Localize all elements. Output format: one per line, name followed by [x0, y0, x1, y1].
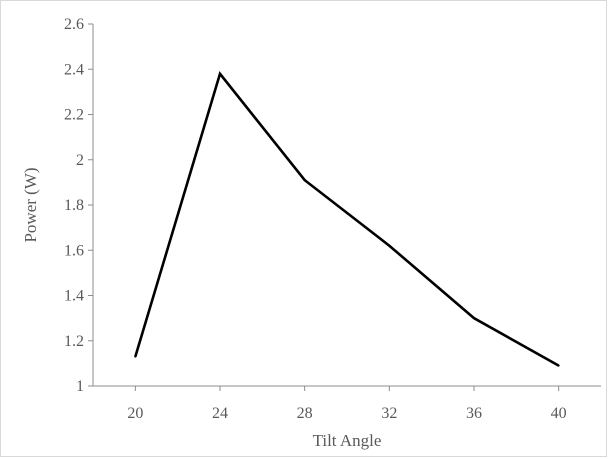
data-point	[134, 355, 137, 358]
y-tick-label: 2.6	[64, 16, 84, 33]
x-tick-label: 28	[297, 405, 313, 422]
y-axis-ticks: 1 1.2 1.4 1.6 1.8 2 2.2 2.4 2.6	[64, 16, 93, 395]
x-axis-title: Tilt Angle	[313, 431, 382, 450]
series-line-0	[134, 71, 560, 367]
series-layer	[134, 71, 560, 367]
data-point	[557, 364, 560, 367]
y-tick-label: 1.8	[64, 197, 84, 214]
x-tick-label: 40	[551, 405, 567, 422]
data-point	[473, 317, 475, 320]
y-axis-title: Power (W)	[21, 167, 40, 242]
x-tick-label: 32	[381, 405, 397, 422]
data-point	[219, 72, 221, 75]
data-point	[303, 179, 306, 182]
y-tick-label: 2	[76, 152, 84, 169]
data-point	[388, 244, 391, 247]
x-tick-label: 20	[127, 405, 143, 422]
x-axis-ticks: 20 24 28 32 36 40	[127, 386, 567, 422]
y-tick-label: 2.4	[64, 61, 84, 78]
y-tick-label: 1.6	[64, 242, 84, 259]
x-tick-label: 36	[466, 405, 482, 422]
y-tick-label: 1.2	[64, 333, 84, 350]
x-tick-label: 24	[212, 405, 228, 422]
y-tick-label: 2.2	[64, 107, 84, 124]
y-tick-label: 1	[76, 378, 84, 395]
y-tick-label: 1.4	[64, 288, 84, 305]
